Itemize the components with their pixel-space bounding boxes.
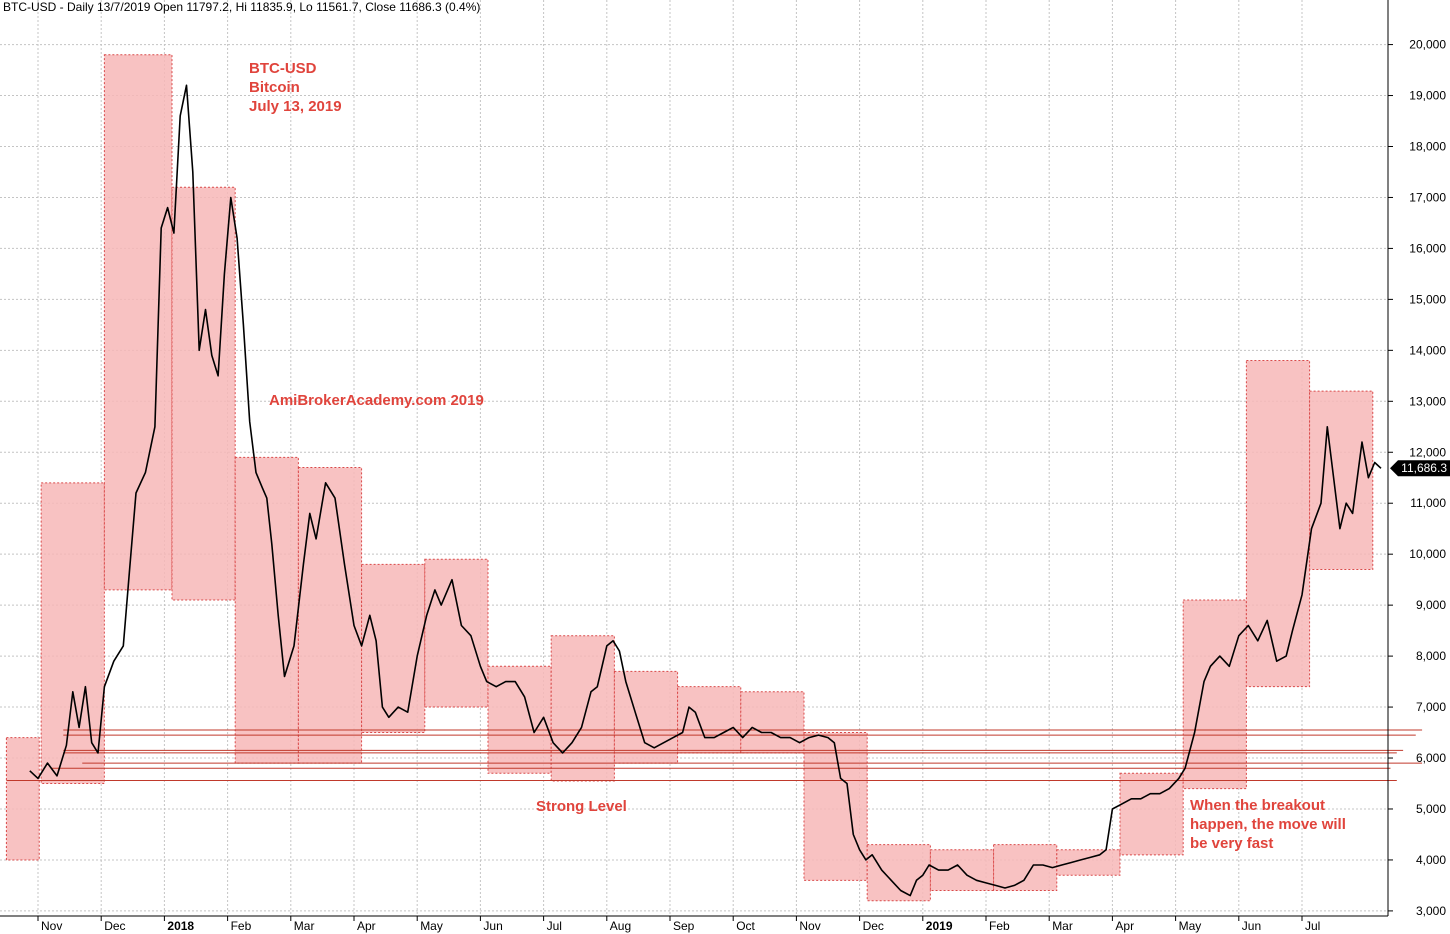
- zone-box-7: [424, 558, 489, 708]
- zone-box-16: [993, 844, 1058, 892]
- zone-box-3: [171, 186, 236, 601]
- zone-box-20: [1245, 360, 1311, 688]
- y-tick-label: 12,000: [1409, 445, 1446, 459]
- y-tick-label: 16,000: [1409, 241, 1446, 255]
- zone-box-0: [5, 737, 40, 861]
- x-tick-label: Nov: [41, 919, 62, 933]
- x-tick-label: May: [420, 919, 443, 933]
- strong-level-label: Strong Level: [536, 798, 627, 815]
- y-tick-label: 6,000: [1416, 751, 1446, 765]
- x-tick-label: Jun: [1242, 919, 1261, 933]
- x-tick-label: Apr: [357, 919, 376, 933]
- breakout-note: When the breakout happen, the move will …: [1190, 796, 1346, 853]
- x-tick-label: Mar: [294, 919, 315, 933]
- breakout-note-line1: When the breakout: [1190, 797, 1326, 814]
- y-tick-label: 20,000: [1409, 38, 1446, 52]
- chart-header: BTC-USD - Daily 13/7/2019 Open 11797.2, …: [3, 0, 481, 14]
- zone-box-10: [613, 670, 679, 764]
- zone-box-1: [40, 482, 105, 785]
- y-tick-label: 10,000: [1409, 547, 1446, 561]
- chart-annotation-title: BTC-USD Bitcoin July 13, 2019: [249, 59, 342, 116]
- zone-box-8: [487, 665, 552, 774]
- x-tick-label: Dec: [863, 919, 884, 933]
- zone-box-18: [1119, 772, 1184, 856]
- y-tick-label: 19,000: [1409, 89, 1446, 103]
- zone-box-17: [1056, 849, 1121, 876]
- y-tick-label: 3,000: [1416, 904, 1446, 918]
- x-tick-label: Nov: [799, 919, 820, 933]
- zone-box-11: [677, 686, 742, 754]
- y-tick-label: 14,000: [1409, 343, 1446, 357]
- y-tick-label: 11,000: [1410, 496, 1446, 510]
- zone-box-14: [866, 844, 931, 902]
- y-tick-label: 18,000: [1409, 139, 1446, 153]
- x-tick-label: Oct: [736, 919, 755, 933]
- y-tick-label: 9,000: [1416, 598, 1446, 612]
- x-tick-label: Jul: [547, 919, 562, 933]
- zone-box-6: [361, 563, 426, 734]
- price-series-line: [29, 84, 1382, 897]
- watermark-text: AmiBrokerAcademy.com 2019: [269, 392, 484, 409]
- zone-box-21: [1309, 390, 1374, 570]
- annotation-line-date: July 13, 2019: [249, 98, 342, 115]
- y-tick-label: 8,000: [1416, 649, 1446, 663]
- x-tick-label: Jul: [1305, 919, 1320, 933]
- x-tick-label: Jun: [483, 919, 502, 933]
- y-tick-label: 4,000: [1416, 853, 1446, 867]
- last-price-label-bg: [1390, 460, 1450, 477]
- x-tick-label: Feb: [989, 919, 1010, 933]
- x-tick-label: 2018: [167, 919, 194, 933]
- zone-box-2: [103, 54, 173, 591]
- y-tick-label: 5,000: [1416, 802, 1446, 816]
- annotation-line-symbol: BTC-USD: [249, 60, 317, 77]
- breakout-note-line2: happen, the move will: [1190, 816, 1346, 833]
- y-tick-label: 7,000: [1416, 700, 1446, 714]
- x-tick-label: 2019: [926, 919, 953, 933]
- x-tick-label: Feb: [231, 919, 252, 933]
- breakout-note-line3: be very fast: [1190, 835, 1274, 852]
- x-tick-label: Sep: [673, 919, 695, 933]
- x-tick-label: Dec: [104, 919, 125, 933]
- y-tick-label: 17,000: [1409, 190, 1446, 204]
- zone-box-13: [803, 732, 868, 881]
- y-tick-label: 13,000: [1409, 394, 1446, 408]
- x-tick-label: Apr: [1115, 919, 1134, 933]
- annotation-line-name: Bitcoin: [249, 79, 300, 96]
- y-tick-label: 15,000: [1409, 292, 1446, 306]
- zone-box-12: [740, 691, 805, 754]
- x-tick-label: Aug: [610, 919, 631, 933]
- x-tick-label: May: [1179, 919, 1202, 933]
- last-price-label: 11,686.3: [1401, 461, 1447, 475]
- zone-box-19: [1182, 599, 1247, 790]
- x-tick-label: Mar: [1052, 919, 1073, 933]
